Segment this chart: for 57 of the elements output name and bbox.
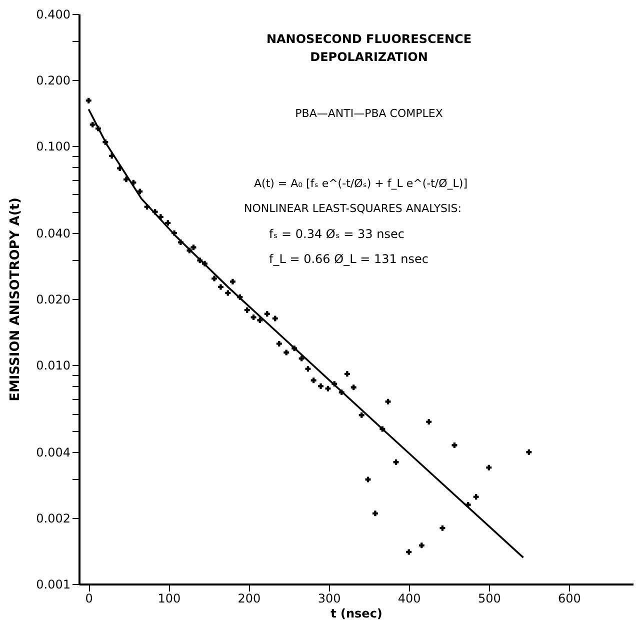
- line-series: [88, 108, 524, 558]
- point: [257, 317, 263, 323]
- point: [418, 542, 424, 548]
- y-tick-label: 0.020: [36, 292, 70, 306]
- x-tick-label: 100: [158, 592, 181, 606]
- point: [264, 311, 270, 317]
- point: [486, 464, 492, 470]
- x-tick-label: 600: [558, 592, 581, 606]
- point: [385, 398, 391, 404]
- point: [406, 549, 412, 555]
- y-tick-label: 0.002: [36, 512, 70, 526]
- point: [305, 366, 311, 372]
- point: [218, 284, 224, 290]
- point: [244, 307, 250, 313]
- x-tick-label: 400: [398, 592, 421, 606]
- annotation: PBA—ANTI—PBA COMPLEX: [295, 107, 444, 120]
- point: [190, 244, 196, 250]
- point: [526, 449, 532, 455]
- y-tick-label: 0.040: [36, 226, 70, 241]
- point: [86, 98, 92, 104]
- point: [358, 412, 364, 418]
- annotation: f_L = 0.66 Ø_L = 131 nsec: [269, 252, 428, 266]
- x-tick-label: 200: [238, 592, 261, 606]
- x-axis-title: t (nsec): [330, 606, 382, 620]
- point: [284, 350, 290, 356]
- point: [310, 378, 316, 384]
- y-tick-label: 0.400: [36, 8, 70, 22]
- point: [473, 494, 479, 500]
- y-tick-label: 0.004: [36, 446, 70, 460]
- point: [350, 384, 356, 390]
- y-tick-label: 0.001: [36, 578, 70, 592]
- point: [325, 386, 331, 392]
- y-tick-label: 0.100: [36, 139, 70, 154]
- y-tick-label: 0.010: [36, 358, 70, 372]
- x-tick-label: 500: [478, 592, 501, 606]
- annotation: A(t) = A₀ [fₛ e^(-t/Øₛ) + f_L e^(-t/Ø_L)]: [254, 177, 468, 190]
- point: [440, 525, 446, 531]
- point: [90, 122, 96, 128]
- point: [212, 276, 218, 282]
- x-tick-label: 300: [318, 592, 341, 606]
- point: [372, 510, 378, 516]
- point: [393, 459, 399, 465]
- point: [452, 442, 458, 448]
- y-tick-label: 0.200: [36, 73, 70, 88]
- point: [230, 278, 236, 284]
- point: [165, 220, 171, 226]
- annotation: fₛ = 0.34 Øₛ = 33 nsec: [269, 227, 404, 241]
- point: [276, 340, 282, 346]
- annotation: NONLINEAR LEAST-SQUARES ANALYSIS:: [244, 202, 462, 215]
- point: [318, 383, 324, 389]
- text: NANOSECOND FLUORESCENCE DEPOLARIZATION: [266, 32, 472, 64]
- point: [426, 419, 432, 425]
- x-tick-label: 0: [85, 592, 93, 606]
- point: [272, 316, 278, 322]
- point: [250, 314, 256, 320]
- point: [344, 371, 350, 377]
- y-axis-title: EMISSION ANISOTROPY A(t): [8, 198, 24, 402]
